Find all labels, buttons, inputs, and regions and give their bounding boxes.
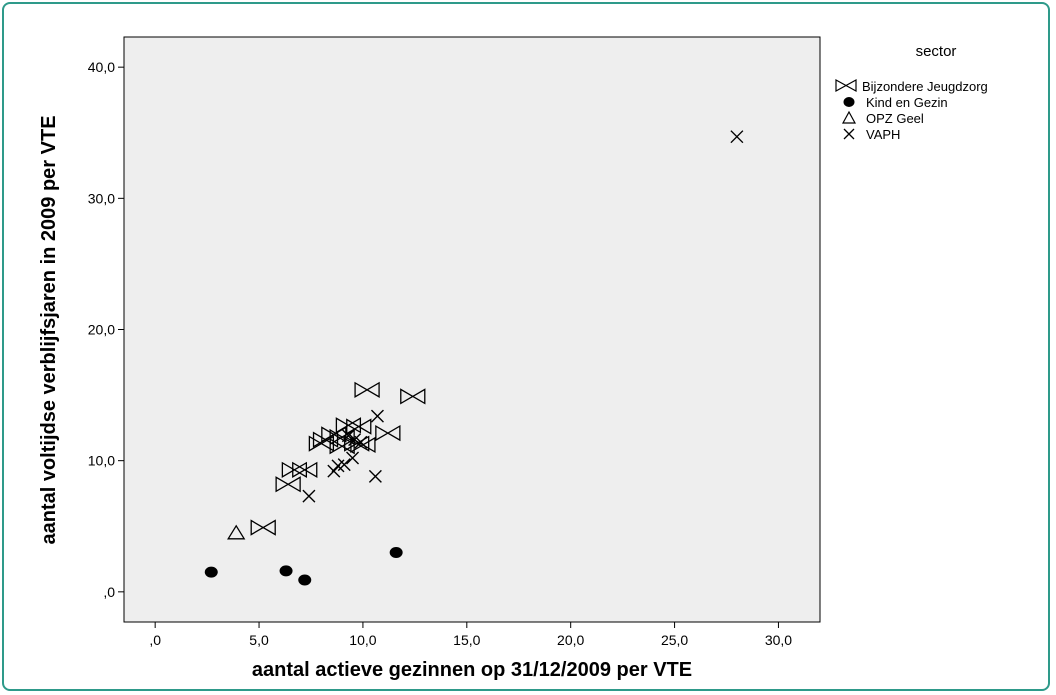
bijzondere-jeugdzorg-point xyxy=(250,519,276,536)
x-tick-label: 25,0 xyxy=(661,632,688,648)
bijzondere-jeugdzorg-point xyxy=(275,476,301,493)
x-tick-label: 30,0 xyxy=(765,632,792,648)
vaph-point xyxy=(302,489,316,503)
y-tick-label: 30,0 xyxy=(88,190,115,206)
vaph-point xyxy=(368,469,382,483)
bijzondere-jeugdzorg-point xyxy=(308,435,335,452)
y-tick-label: 20,0 xyxy=(88,322,115,338)
legend-label: Kind en Gezin xyxy=(866,95,948,110)
bijzondere-jeugdzorg-point xyxy=(354,381,380,398)
y-tick-label: 10,0 xyxy=(88,453,115,469)
bijzondere-jeugdzorg-point xyxy=(350,436,376,454)
bowtie-marker-icon xyxy=(835,78,857,93)
x-tick-label: ,0 xyxy=(149,632,161,648)
plot-area xyxy=(123,36,821,623)
vaph-point xyxy=(354,435,368,449)
x-axis: ,0 5,0 10,0 15,0 20,0 25,0 30,0 xyxy=(149,622,792,648)
bijzondere-jeugdzorg-point xyxy=(281,461,308,478)
vaph-point xyxy=(331,459,345,473)
y-tick-label: 40,0 xyxy=(88,59,115,75)
bijzondere-jeugdzorg-point xyxy=(400,388,426,405)
kind-en-gezin-point xyxy=(204,566,218,578)
y-axis-label: aantal voltijdse verblijfsjaren in 2009 … xyxy=(38,115,60,544)
x-marker-icon xyxy=(843,128,855,140)
opz-geel-point xyxy=(227,524,246,540)
bijzondere-jeugdzorg-point xyxy=(292,461,318,478)
x-tick-label: 15,0 xyxy=(453,632,480,648)
bijzondere-jeugdzorg-point xyxy=(335,417,362,434)
y-axis: ,0 10,0 20,0 30,0 40,0 xyxy=(88,59,124,600)
legend-title: sector xyxy=(916,43,957,60)
vaph-point xyxy=(341,429,355,443)
legend-label: OPZ Geel xyxy=(866,111,924,126)
x-tick-label: 20,0 xyxy=(557,632,584,648)
vaph-point xyxy=(346,451,360,465)
kind-en-gezin-point xyxy=(298,574,312,586)
legend-label: Bijzondere Jeugdzorg xyxy=(862,79,988,94)
x-tick-label: 10,0 xyxy=(349,632,376,648)
y-tick-label: ,0 xyxy=(103,584,115,600)
kind-en-gezin-point xyxy=(389,546,403,558)
data-points xyxy=(204,130,744,586)
triangle-marker-icon xyxy=(841,110,857,124)
bijzondere-jeugdzorg-point xyxy=(375,424,401,442)
x-tick-label: 5,0 xyxy=(249,632,269,648)
kind-en-gezin-point xyxy=(279,565,293,577)
vaph-point xyxy=(370,409,384,423)
vaph-point xyxy=(327,464,341,478)
x-axis-label: aantal actieve gezinnen op 31/12/2009 pe… xyxy=(252,659,692,681)
filled-dot-marker-icon xyxy=(843,97,855,107)
legend-label: VAPH xyxy=(866,127,900,142)
vaph-point xyxy=(730,130,744,144)
bijzondere-jeugdzorg-point xyxy=(346,418,372,435)
